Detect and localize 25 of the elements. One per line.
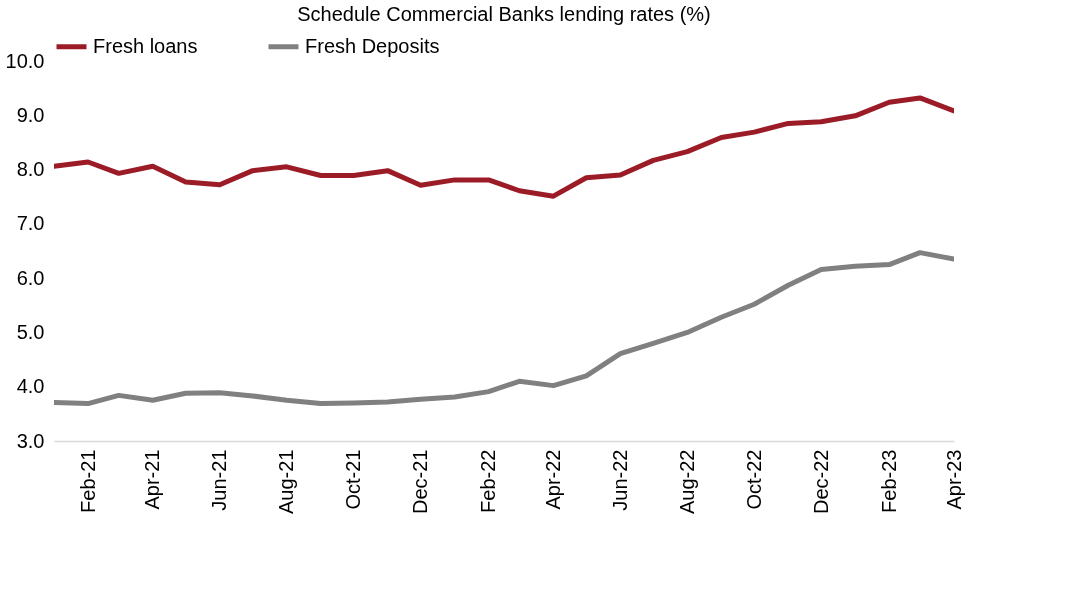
x-tick-label: Feb-21 <box>76 449 99 513</box>
y-tick-label: 3.0 <box>16 429 45 452</box>
x-tick-label: Oct-21 <box>342 449 365 510</box>
x-tick-label: Apr-23 <box>942 449 965 510</box>
x-tick-label: Dec-22 <box>809 449 832 514</box>
x-tick-label: Aug-22 <box>675 449 698 514</box>
x-tick-label: Dec-21 <box>409 449 432 514</box>
legend-label: Fresh Deposits <box>305 34 440 57</box>
x-tick-label: Aug-21 <box>275 449 298 514</box>
x-tick-label: Apr-22 <box>541 449 564 510</box>
x-tick-label: Jun-22 <box>608 449 631 511</box>
y-tick-label: 5.0 <box>16 320 45 343</box>
y-tick-label: 7.0 <box>16 212 45 235</box>
y-tick-label: 10.0 <box>5 49 45 72</box>
y-tick-label: 9.0 <box>16 103 45 126</box>
x-tick-label: Apr-21 <box>141 449 164 510</box>
x-tick-label: Feb-22 <box>477 449 500 513</box>
x-tick-label: Jun-21 <box>208 449 231 511</box>
y-tick-label: 8.0 <box>16 158 45 181</box>
legend-label: Fresh loans <box>93 34 198 57</box>
chart-title: Schedule Commercial Banks lending rates (%) <box>297 3 711 25</box>
y-tick-label: 6.0 <box>16 266 45 289</box>
x-tick-label: Feb-23 <box>877 449 900 513</box>
y-tick-label: 4.0 <box>16 375 45 398</box>
x-tick-label: Oct-22 <box>742 449 765 510</box>
